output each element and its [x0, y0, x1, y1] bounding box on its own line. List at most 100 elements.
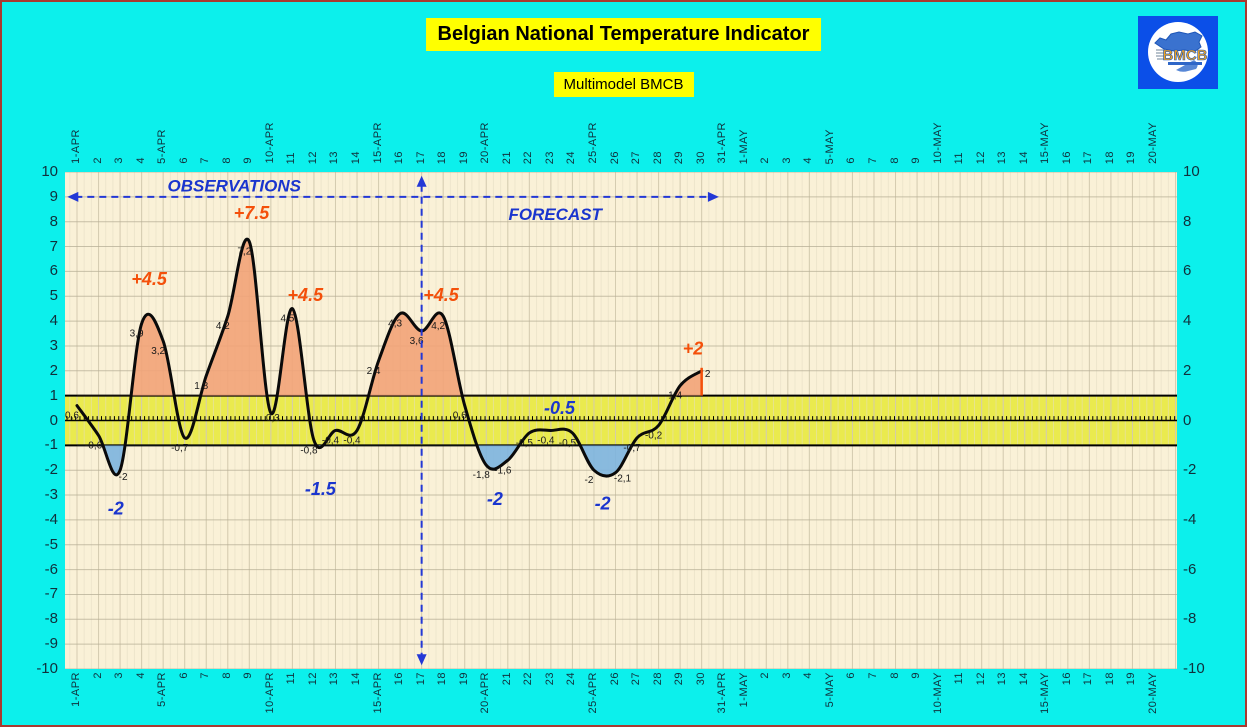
x-axis-label: 14 [1017, 672, 1030, 686]
x-axis-label: 13 [996, 150, 1009, 164]
x-axis-label: 6 [845, 157, 858, 164]
bmcb-logo: BMCB [1138, 16, 1218, 89]
data-label: -0,4 [537, 435, 555, 446]
x-axis-label: 27 [630, 150, 643, 164]
temperature-chart: 0,6 -0,6 -2 3,9 3,2 -0,7 1,8 4,2 7,2 0,3 4,5 -0,8 -0… [65, 172, 1177, 669]
data-label: 4,2 [431, 321, 445, 332]
arrowhead-down [416, 654, 427, 666]
x-axis-label: 19 [457, 672, 470, 686]
x-axis-label: 6 [177, 157, 190, 164]
y-axis-label: -8 [1183, 610, 1197, 628]
data-label: 3,2 [151, 346, 165, 357]
x-axis-label: 29 [673, 672, 686, 686]
y-axis-label: -8 [44, 610, 58, 628]
arrowhead-up [416, 175, 427, 187]
x-axis-label: 6 [845, 672, 858, 679]
x-axis-label: 29 [673, 150, 686, 164]
warm-anomaly-fill [131, 239, 702, 396]
x-axis-label: 25-APR [586, 122, 599, 164]
x-axis-label: 17 [414, 150, 427, 164]
page-title: Belgian National Temperature Indicator [425, 18, 822, 51]
extreme-annotation: -0.5 [544, 398, 576, 418]
x-axis-label: 18 [436, 672, 449, 686]
x-axis-label: 17 [414, 672, 427, 686]
x-axis-label: 3 [780, 157, 793, 164]
y-axis-label: 6 [1183, 262, 1192, 280]
x-axis-label: 8 [888, 157, 901, 164]
data-label: -1,8 [473, 470, 491, 481]
extreme-annotation: -1.5 [305, 479, 337, 499]
y-axis-label: 6 [49, 262, 58, 280]
data-label: -0,7 [171, 443, 189, 454]
x-axis-label: 1-APR [70, 129, 82, 164]
x-axis-label: 17 [1082, 150, 1095, 164]
extreme-annotation: +4.5 [288, 285, 325, 305]
x-axis-label: 16 [393, 150, 406, 164]
x-axis-label: 9 [910, 672, 923, 679]
y-axis-label: 2 [49, 361, 58, 379]
x-axis-label: 20-MAY [1147, 672, 1159, 714]
x-axis-label: 5-MAY [823, 672, 836, 708]
y-axis-label: -2 [44, 461, 58, 479]
x-axis-label: 15-MAY [1039, 122, 1052, 164]
extreme-annotation: -2 [108, 499, 124, 519]
y-axis-label: 10 [41, 163, 58, 180]
data-label: -0,8 [300, 445, 318, 456]
x-axis-label: 14 [350, 150, 363, 164]
y-axis-label: -4 [44, 510, 58, 528]
data-label: 2,4 [367, 366, 381, 377]
y-axis-label: 0 [1183, 411, 1192, 429]
x-axis-label: 1-MAY [737, 672, 750, 708]
x-axis-label: 23 [543, 150, 556, 164]
data-label: 4,3 [388, 319, 402, 330]
y-axis-label: 4 [49, 312, 58, 330]
extreme-annotation: -2 [595, 494, 611, 514]
x-axis-label: 4 [134, 672, 147, 679]
x-axis-label: 3 [113, 157, 126, 164]
x-axis-label: 11 [285, 151, 298, 164]
x-axis-label: 16 [1060, 672, 1073, 686]
cold-anomaly-fill [102, 445, 632, 477]
y-axis-label: 8 [1183, 212, 1192, 230]
x-axis-label: 2 [91, 672, 104, 679]
zone-label: FORECAST [508, 205, 603, 224]
data-label: 1,8 [194, 381, 208, 392]
data-label: 7,2 [237, 247, 251, 258]
x-axis-label: 18 [436, 150, 449, 164]
data-label: -1,6 [494, 465, 512, 476]
x-axis-label: 24 [565, 150, 578, 164]
x-axis-label: 3 [780, 672, 793, 679]
x-axis-label: 5-MAY [823, 128, 836, 164]
x-axis-label: 7 [866, 672, 879, 679]
y-axis-label: -5 [44, 535, 58, 553]
x-axis-label: 15-APR [371, 672, 384, 714]
data-label: 0,6 [453, 411, 467, 422]
y-axis-label: -3 [44, 486, 58, 504]
extreme-annotation: +4.5 [131, 269, 168, 289]
x-axis-label: 2 [91, 157, 104, 164]
x-axis-label: 9 [242, 157, 255, 164]
x-axis-label: 14 [350, 672, 363, 686]
y-axis-label: 2 [1183, 361, 1192, 379]
x-axis-label: 20-APR [479, 122, 492, 164]
bmcb-logo-icon: BMCB [1138, 16, 1218, 89]
y-axis-label: -4 [1183, 510, 1197, 528]
x-axis-label: 5-APR [156, 129, 169, 164]
x-axis-label: 26 [608, 672, 621, 686]
x-axis-label: 18 [1103, 150, 1116, 164]
x-axis-label: 4 [134, 157, 147, 164]
y-axis-label: -6 [1183, 560, 1197, 578]
y-axis-label: -2 [1183, 461, 1197, 479]
x-axis-label: 25-APR [586, 672, 599, 714]
x-axis-label: 19 [1125, 672, 1138, 686]
x-axis-label: 2 [759, 672, 772, 679]
x-axis-label: 13 [328, 672, 341, 686]
data-label: 0,3 [266, 413, 280, 424]
y-axis-label: -10 [36, 660, 58, 677]
x-axis-label: 1-APR [70, 672, 82, 707]
x-axis-label: 8 [220, 157, 233, 164]
page-subtitle: Multimodel BMCB [553, 72, 694, 97]
x-axis-label: 12 [974, 672, 987, 686]
data-label: 3,9 [130, 329, 144, 340]
x-axis-label: 24 [565, 672, 578, 686]
